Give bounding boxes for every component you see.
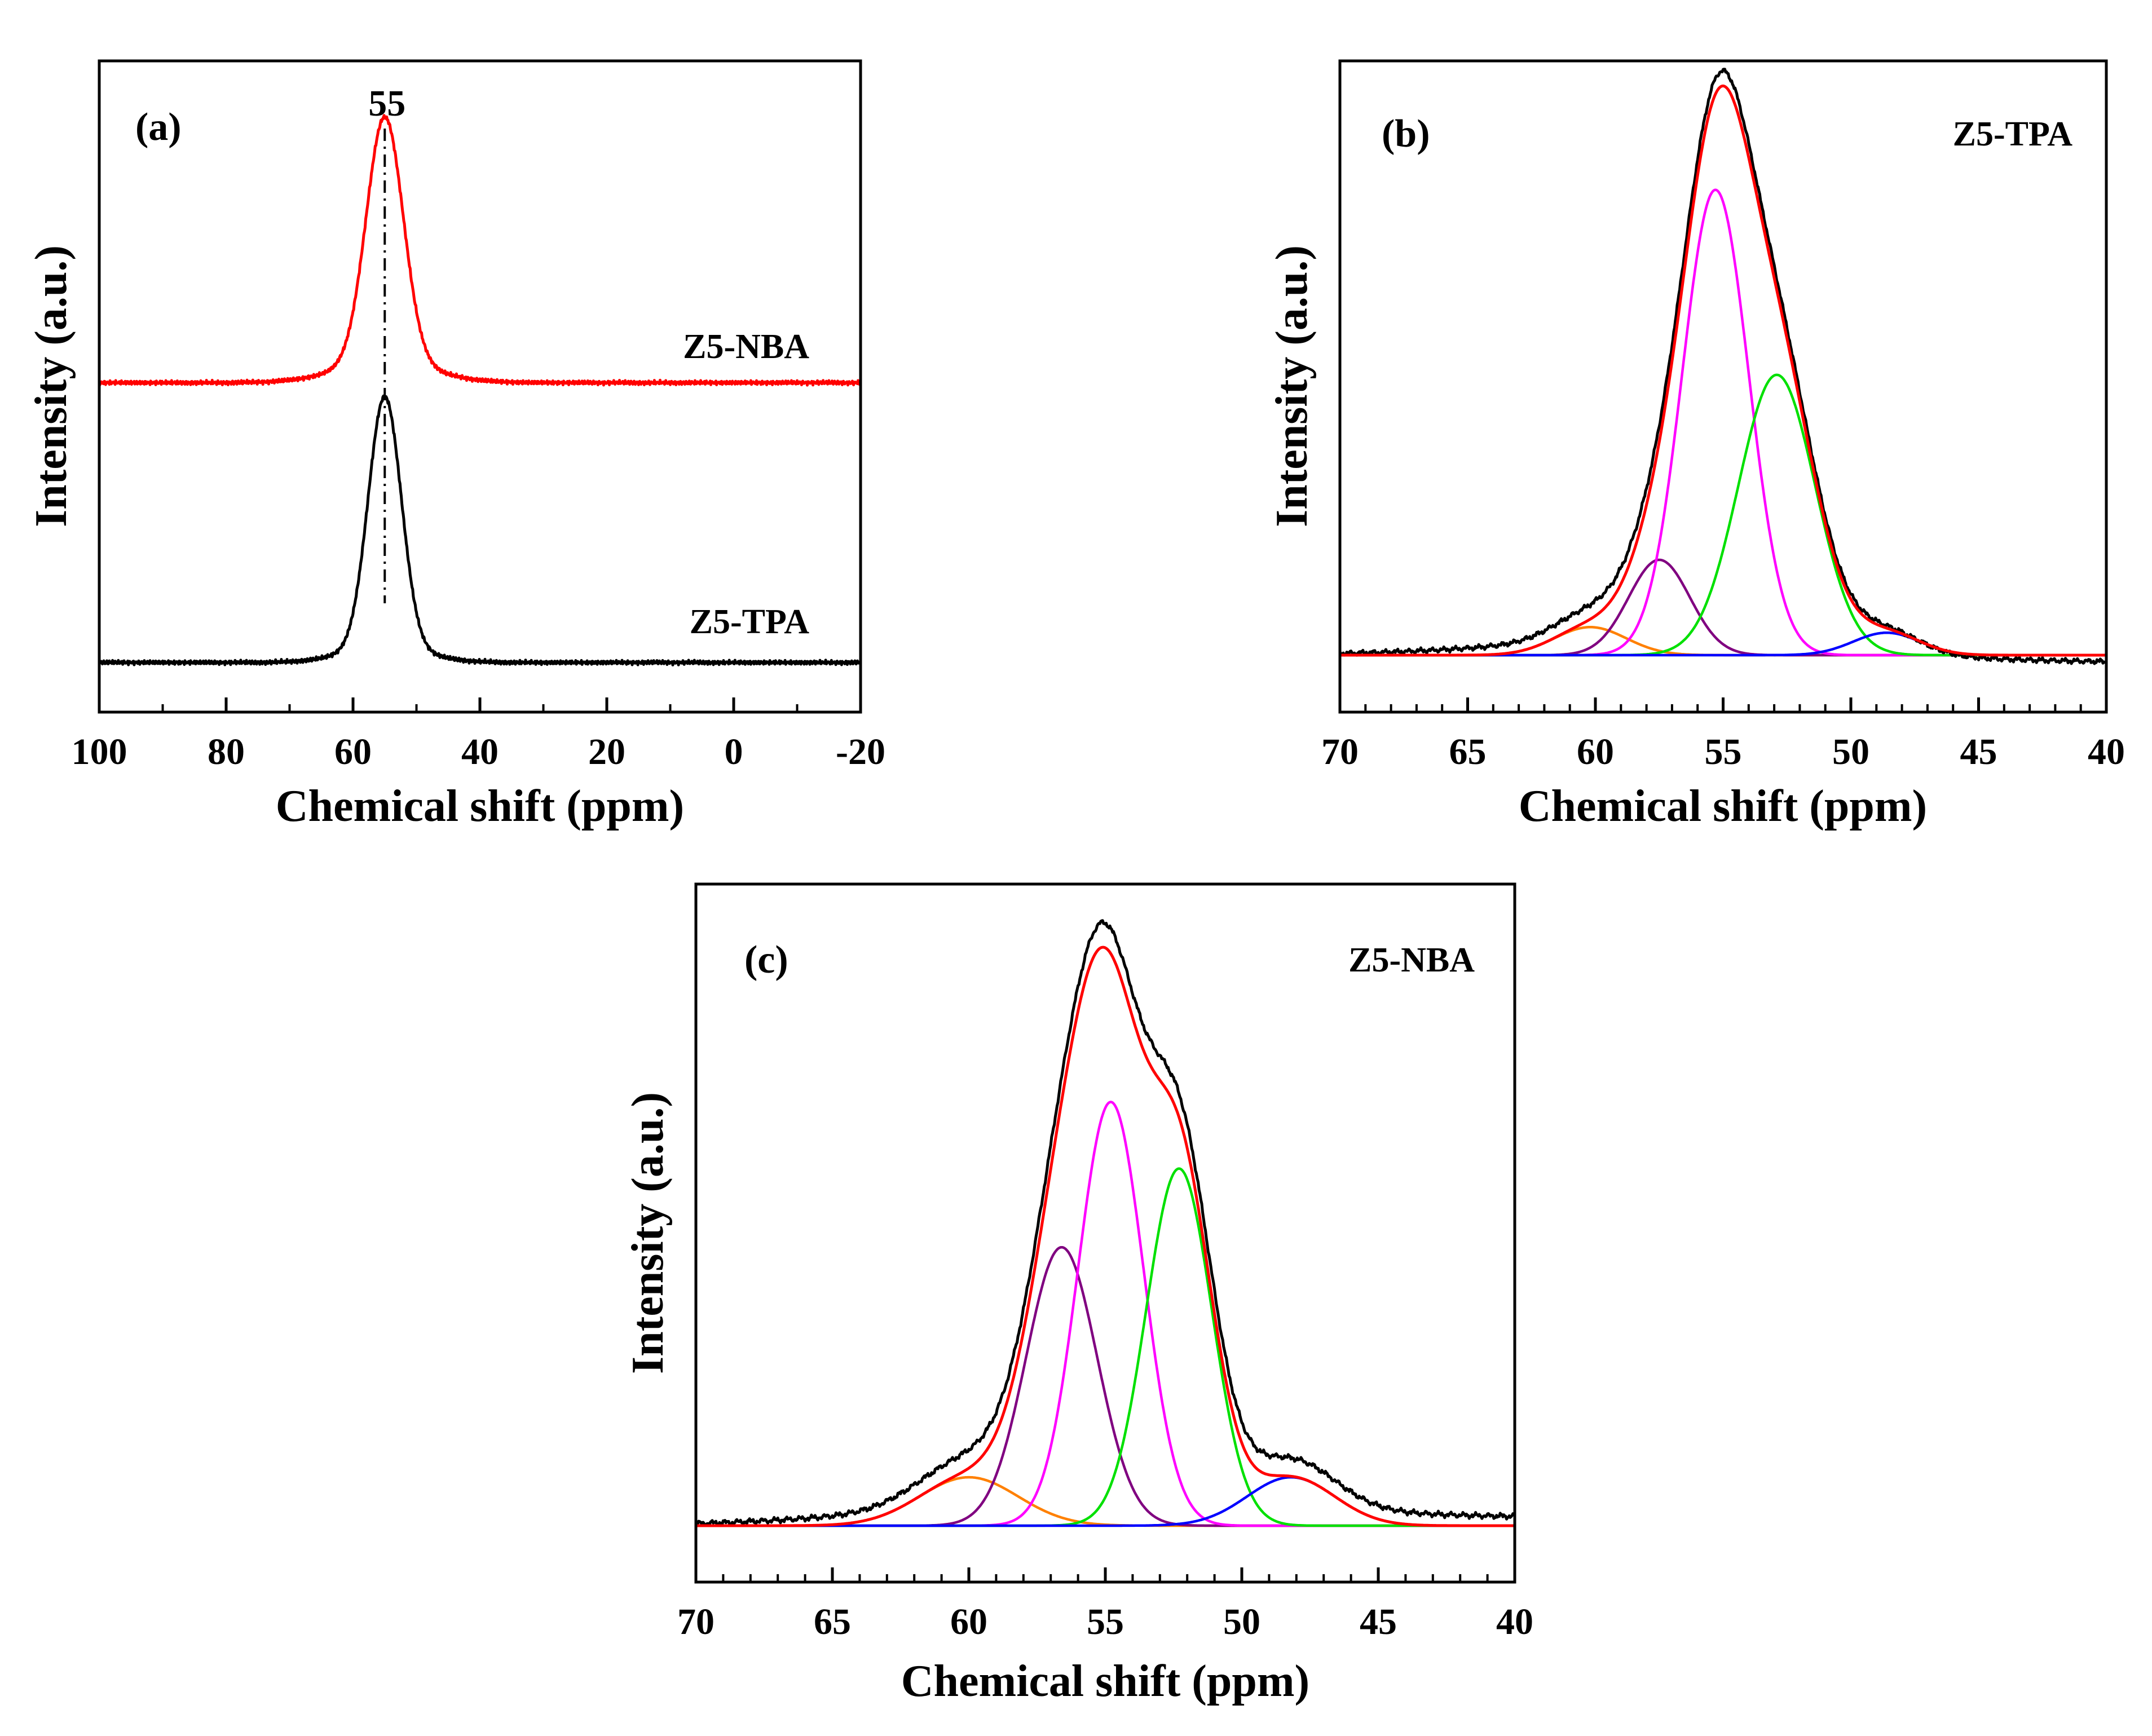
panel-c-sample-label: Z5-NBA <box>1348 941 1475 979</box>
panel-c-curves <box>695 919 1516 1527</box>
panel-b-component-peak-2 <box>1339 558 2107 657</box>
panel-c-x-tick-label: 65 <box>814 1601 851 1642</box>
panel-a-peak-label: 55 <box>368 83 405 124</box>
panel-a-label: (a) <box>135 105 182 149</box>
panel-c-x-tick-label: 60 <box>950 1601 987 1642</box>
panel-c-deconvolution-z5-nba: 70 65 60 55 50 45 40 (c) Z5-NBA Chemical shift… <box>623 882 1533 1706</box>
panel-a-series-z5-nba <box>98 114 862 387</box>
panel-c-component-peak-4 <box>695 1167 1515 1527</box>
panel-a-nmr-spectra: 100 80 60 40 20 0 -20 55 (a) Z5-NBA Z5-TPA Che… <box>27 59 885 831</box>
panel-b-label: (b) <box>1382 112 1430 156</box>
panel-b-x-tick-label: 40 <box>2088 731 2125 772</box>
panel-a-x-tick-label: 100 <box>72 731 127 772</box>
panel-c-x-tick-label: 70 <box>677 1601 715 1642</box>
panel-a-x-tick-label: -20 <box>836 731 885 772</box>
panel-b-deconvolution-z5-tpa: 70 65 60 55 50 45 40 (b) Z5-TPA Chemical shift… <box>1267 59 2125 831</box>
panel-a-x-tick-label: 80 <box>208 731 245 772</box>
panel-c-y-axis-title: Intensity (a.u.) <box>623 1092 673 1374</box>
panel-c-component-peak-3 <box>695 1101 1515 1527</box>
panel-b-component-peak-4 <box>1339 373 2107 657</box>
panel-a-x-tick-label: 60 <box>334 731 372 772</box>
panel-c-x-axis-title: Chemical shift (ppm) <box>901 1657 1309 1706</box>
panel-b-component-peak-3 <box>1339 188 2107 657</box>
panel-c-x-tick-label: 50 <box>1223 1601 1260 1642</box>
panel-b-component-peak-1 <box>1339 626 2107 657</box>
panel-b-sample-label: Z5-TPA <box>1953 115 2073 153</box>
panel-c-label: (c) <box>744 938 788 982</box>
panel-b-x-tick-label: 50 <box>1832 731 1869 772</box>
panel-b-x-axis-ticks: 70 65 60 55 50 45 40 <box>1321 697 2125 772</box>
panel-c-x-tick-label: 45 <box>1360 1601 1397 1642</box>
panel-b-x-tick-label: 45 <box>1960 731 1997 772</box>
panel-c-x-tick-label: 40 <box>1496 1601 1533 1642</box>
panel-a-x-tick-label: 20 <box>588 731 625 772</box>
panel-b-fit-envelope <box>1339 84 2107 657</box>
panel-b-x-tick-label: 65 <box>1449 731 1487 772</box>
panel-c-component-peak-2 <box>695 1245 1515 1527</box>
panel-c-experimental-spectrum <box>695 919 1516 1527</box>
panel-b-plot-frame <box>1338 59 2108 714</box>
panel-a-y-axis-title: Intensity (a.u.) <box>27 245 76 527</box>
panel-b-x-tick-label: 60 <box>1577 731 1614 772</box>
panel-a-series-label-z5-nba: Z5-NBA <box>683 328 809 366</box>
panel-c-x-tick-label: 55 <box>1087 1601 1124 1642</box>
panel-c-x-axis-ticks: 70 65 60 55 50 45 40 <box>677 1567 1533 1642</box>
panel-b-x-axis-title: Chemical shift (ppm) <box>1519 781 1927 831</box>
panel-a-x-axis-ticks: 100 80 60 40 20 0 -20 <box>72 697 885 772</box>
panel-b-y-axis-title: Intensity (a.u.) <box>1267 245 1317 527</box>
panel-b-experimental-spectrum <box>1338 68 2108 665</box>
panel-c-fit-envelope <box>695 946 1515 1527</box>
panel-a-x-axis-title: Chemical shift (ppm) <box>276 781 684 831</box>
panel-a-x-tick-label: 40 <box>461 731 499 772</box>
panel-b-x-tick-label: 70 <box>1321 731 1359 772</box>
panel-c-plot-frame <box>694 882 1516 1584</box>
panel-b-x-tick-label: 55 <box>1705 731 1742 772</box>
panel-b-curves <box>1338 68 2108 665</box>
panel-a-x-tick-label: 0 <box>725 731 743 772</box>
panel-a-series-z5-tpa <box>98 394 862 666</box>
panel-a-series-label-z5-tpa: Z5-TPA <box>690 603 810 641</box>
panel-a-curves <box>98 114 862 666</box>
